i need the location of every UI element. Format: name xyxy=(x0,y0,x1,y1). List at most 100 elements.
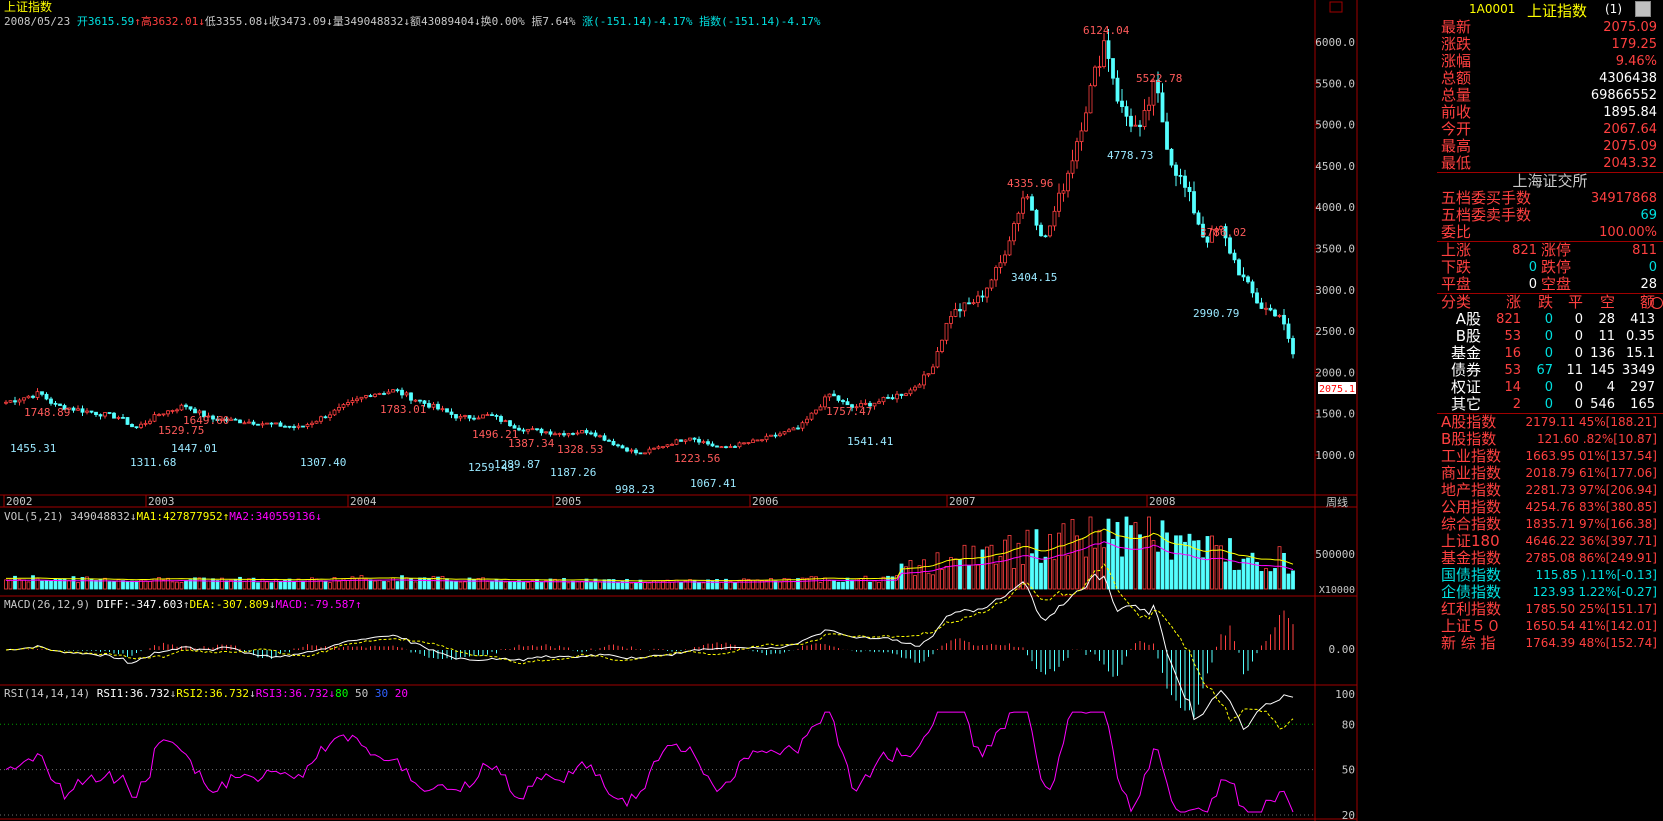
volume-bar xyxy=(206,580,211,590)
class-cell: 0 xyxy=(1544,397,1553,412)
volume-bar xyxy=(1165,532,1169,590)
kline-candle xyxy=(233,418,238,421)
kline-candle xyxy=(607,439,611,442)
kline-candle xyxy=(1070,160,1075,174)
volume-bar xyxy=(823,577,827,590)
class-header-cell: 跌 xyxy=(1537,293,1553,311)
volume-bar xyxy=(611,579,616,590)
class-header-cell: 分类 xyxy=(1441,293,1472,311)
kline-candle xyxy=(535,428,539,431)
kline-candle xyxy=(773,434,778,437)
kline-candle xyxy=(989,279,994,289)
price-annotation: 1289.87 xyxy=(494,458,540,471)
order-label: 五档委卖手数 xyxy=(1441,206,1532,224)
volume-bar xyxy=(148,580,152,590)
kline-candle xyxy=(1214,228,1219,231)
kline-candle xyxy=(751,439,755,443)
kline-candle xyxy=(764,435,769,441)
volume-bar xyxy=(634,582,638,590)
volume-bar xyxy=(557,579,562,590)
kline-candle xyxy=(287,425,292,428)
kline-candle xyxy=(859,403,863,408)
volume-bar xyxy=(539,581,544,590)
macd-dea: DEA:-307.809 xyxy=(189,598,269,611)
class-cell: 297 xyxy=(1630,380,1655,395)
kline-candle xyxy=(980,295,985,298)
volume-bar xyxy=(980,549,985,590)
volume-bar xyxy=(67,580,71,590)
kline-candle xyxy=(1147,104,1151,111)
kline-candle xyxy=(629,449,634,452)
kline-candle xyxy=(292,426,296,428)
volume-bar xyxy=(755,579,760,590)
price-annotation: 1649.60 xyxy=(183,414,229,427)
kline-candle xyxy=(485,414,490,416)
volume-bar xyxy=(935,552,940,590)
volume-bar xyxy=(1030,553,1034,590)
price-annotation: 3786.02 xyxy=(1200,226,1246,239)
volume-bar xyxy=(1012,568,1016,590)
volume-bar xyxy=(805,577,809,590)
volume-bar xyxy=(1219,545,1223,590)
kline-candle xyxy=(152,414,157,422)
volume-bar xyxy=(44,580,49,590)
panel-suffix: (1) xyxy=(1605,2,1622,16)
volume-bar xyxy=(503,581,508,590)
kline-candle xyxy=(562,433,566,436)
year-axis-label: 2006 xyxy=(752,495,779,508)
chart-canvas[interactable]: 6000.0 5500.0 5000.0 4500.0 4000.0 3500.0 3000… xyxy=(0,0,1437,821)
volume-bar xyxy=(899,563,904,590)
volume-bar xyxy=(598,581,602,590)
volume-bar xyxy=(373,580,377,590)
price-annotation: 1328.53 xyxy=(557,443,603,456)
volume-bar xyxy=(337,580,341,590)
vol-value: 349048832 xyxy=(70,510,130,523)
kline-candle xyxy=(125,417,130,425)
volume-bar xyxy=(742,578,746,590)
volume-bar xyxy=(931,574,935,590)
quote-value: 9.46% xyxy=(1615,54,1657,69)
kline-candle xyxy=(1286,323,1291,339)
price-annotation: 1387.34 xyxy=(508,437,555,450)
volume-bar xyxy=(427,577,431,590)
volume-bar xyxy=(526,582,530,590)
volume-bar xyxy=(301,580,305,590)
kline-candle xyxy=(782,431,787,435)
index-value: 4254.76 83%[380.85] xyxy=(1525,500,1657,514)
year-axis-label: 2005 xyxy=(555,495,582,508)
kline-candle xyxy=(467,415,472,419)
class-cell: 0 xyxy=(1544,380,1553,395)
info-high-label: 高 xyxy=(140,15,152,28)
volume-bar xyxy=(1246,557,1250,590)
kline-candle xyxy=(589,432,593,435)
volume-bar xyxy=(22,579,26,590)
class-cell: 16 xyxy=(1504,346,1521,361)
volume-bar xyxy=(1255,561,1259,590)
volume-bar xyxy=(998,556,1003,590)
window-menu-icon[interactable] xyxy=(1635,1,1651,17)
volume-bar xyxy=(791,581,796,590)
volume-bar xyxy=(247,578,251,590)
breadth-label: 平盘 xyxy=(1441,275,1472,293)
info-high: 3632.01 xyxy=(151,15,199,28)
volume-bar xyxy=(382,581,386,590)
kline-candle xyxy=(787,429,791,433)
kline-candle xyxy=(476,417,481,420)
volume-bar xyxy=(283,579,287,590)
kline-candle xyxy=(949,316,953,324)
kline-chart-area[interactable]: 6000.0 5500.0 5000.0 4500.0 4000.0 3500.0 3000… xyxy=(0,0,1412,821)
kline-candle xyxy=(229,418,233,421)
quote-value: 2043.32 xyxy=(1603,156,1657,171)
volume-bar xyxy=(202,577,206,590)
quote-value: 2075.09 xyxy=(1603,139,1657,154)
kline-candle xyxy=(1178,175,1183,177)
quote-label: 最低 xyxy=(1441,154,1472,172)
kline-candle xyxy=(1016,212,1021,224)
volume-bar xyxy=(49,580,53,590)
kline-candle xyxy=(1021,197,1025,214)
index-name: 上证５０ xyxy=(1441,617,1502,635)
kline-candle xyxy=(1007,240,1012,256)
volume-bar xyxy=(724,578,728,590)
volume-bar xyxy=(593,578,598,590)
kline-candle xyxy=(1228,237,1232,254)
